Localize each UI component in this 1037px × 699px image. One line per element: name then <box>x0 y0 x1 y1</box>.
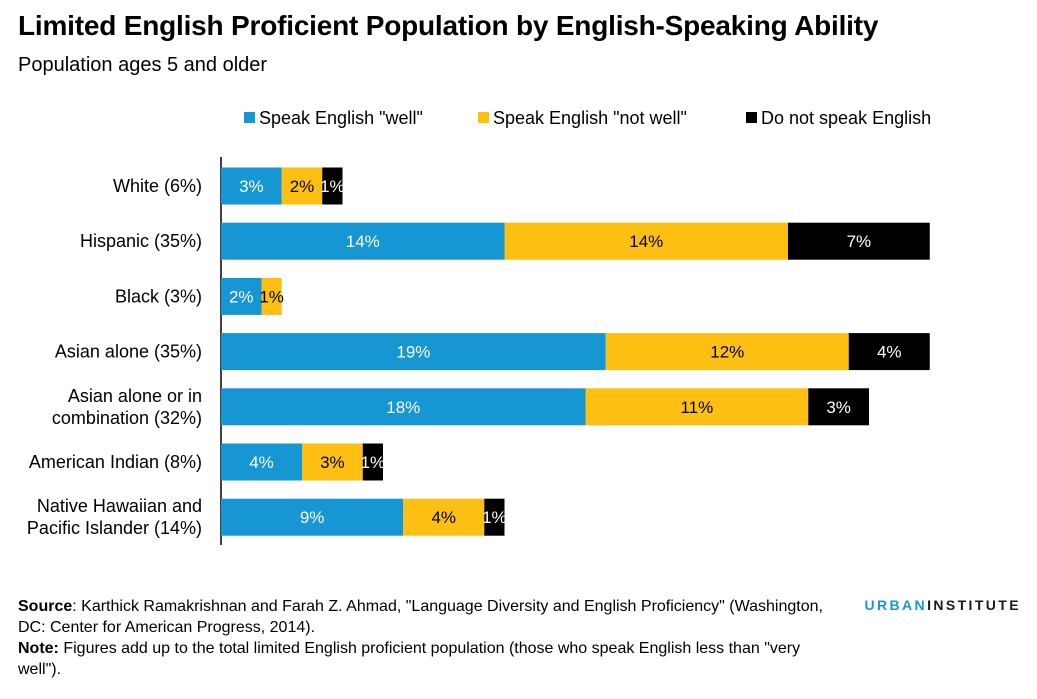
bar-data-label: 4% <box>249 453 274 472</box>
bar-data-label: 2% <box>229 287 254 306</box>
category-label: Native Hawaiian and Pacific Islander (14%… <box>27 496 202 538</box>
bar-data-label: 4% <box>877 343 902 362</box>
legend-label: Speak English "not well" <box>493 108 687 128</box>
source-label: Source <box>18 598 73 615</box>
bar-data-label: 2% <box>290 177 315 196</box>
category-label: Asian alone or in combination (32%) <box>52 386 202 428</box>
chart-subtitle: Population ages 5 and older <box>18 54 268 76</box>
bar-segment <box>848 333 930 371</box>
bar-segment <box>322 167 343 205</box>
bar-segment <box>302 443 363 481</box>
legend-swatch <box>746 112 757 123</box>
bar-segment <box>221 388 586 426</box>
bar-data-label: 7% <box>847 232 872 251</box>
bar-segment <box>808 388 869 426</box>
bar-segment <box>221 167 282 205</box>
bar-segment <box>484 498 505 536</box>
bar-data-label: 1% <box>259 287 284 306</box>
bar-data-label: 19% <box>396 343 430 362</box>
source-text: : Karthick Ramakrishnan and Farah Z. Ahm… <box>18 598 823 636</box>
bar-segment <box>281 167 323 205</box>
note-label: Note: <box>18 640 59 657</box>
legend-label: Speak English "well" <box>259 108 423 128</box>
bar-data-label: 18% <box>386 398 420 417</box>
urban-institute-logo: URBANINSTITUTE <box>865 597 1022 613</box>
note-text: Figures add up to the total limited Engl… <box>18 640 801 678</box>
bar-segment <box>605 333 849 371</box>
bar-data-label: 3% <box>320 453 345 472</box>
bar-data-label: 1% <box>482 508 507 527</box>
bar-segment <box>585 388 809 426</box>
bar-segment <box>221 222 505 260</box>
bar-data-label: 14% <box>346 232 380 251</box>
legend-swatch <box>244 112 255 123</box>
bar-data-label: 3% <box>826 398 851 417</box>
bar-segment <box>221 277 262 315</box>
category-label: American Indian (8%) <box>29 452 202 472</box>
bar-segment <box>221 498 404 536</box>
bar-data-label: 14% <box>629 232 663 251</box>
bar-data-label: 9% <box>300 508 325 527</box>
bar-segment <box>221 443 302 481</box>
chart-footer: Source: Karthick Ramakrishnan and Farah … <box>18 596 828 680</box>
category-label: Asian alone (35%) <box>55 342 202 362</box>
logo-part-institute: INSTITUTE <box>927 597 1021 613</box>
chart-title: Limited English Proficient Population by… <box>18 10 879 41</box>
bar-segment <box>221 333 606 371</box>
note: Note: Figures add up to the total limite… <box>18 638 828 680</box>
bar-segment <box>261 277 282 315</box>
category-label: White (6%) <box>113 176 202 196</box>
bar-segment <box>362 443 383 481</box>
bar-data-label: 1% <box>320 177 345 196</box>
source-note: Source: Karthick Ramakrishnan and Farah … <box>18 596 828 638</box>
bar-data-label: 11% <box>680 398 713 417</box>
legend-label: Do not speak English <box>761 108 931 128</box>
logo-part-urban: URBAN <box>864 597 928 613</box>
bar-data-label: 4% <box>431 508 456 527</box>
bar-segment <box>403 498 485 536</box>
bar-segment <box>504 222 788 260</box>
bar-data-label: 1% <box>361 453 386 472</box>
legend-swatch <box>478 112 489 123</box>
bar-data-label: 12% <box>710 343 744 362</box>
stacked-bar-chart: Speak English "well" Speak English "not w… <box>27 108 931 545</box>
bar-segment <box>788 222 930 260</box>
category-label: Hispanic (35%) <box>80 231 202 251</box>
category-label: Black (3%) <box>115 286 202 306</box>
bar-data-label: 3% <box>239 177 264 196</box>
